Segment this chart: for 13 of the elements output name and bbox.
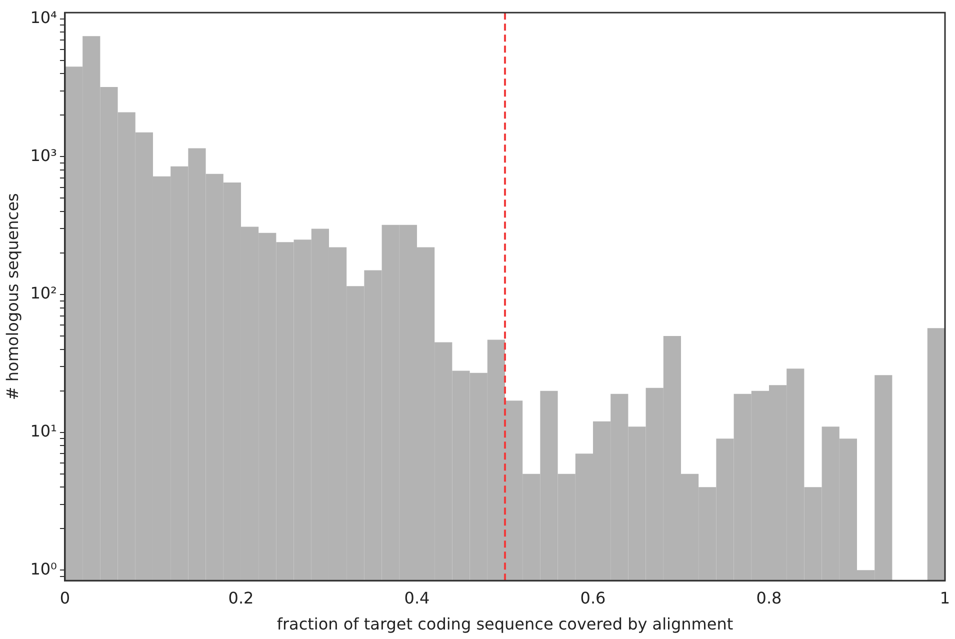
- y-tick-label: 10³: [30, 146, 57, 165]
- y-tick-label: 10⁰: [30, 559, 57, 578]
- x-axis-title: fraction of target coding sequence covered by alignment: [276, 614, 734, 634]
- x-tick-label: 0.8: [756, 588, 782, 608]
- x-tick-label: 0.2: [228, 588, 254, 608]
- y-tick-label: 10²: [30, 284, 57, 303]
- x-tick-label: 0.6: [580, 588, 606, 608]
- y-tick-label: 10⁴: [30, 8, 57, 28]
- x-tick-label: 1: [940, 588, 950, 608]
- y-axis-title: # homologous sequences: [2, 193, 22, 400]
- x-tick-label: 0: [60, 588, 70, 608]
- y-tick-label: 10¹: [30, 421, 57, 440]
- x-tick-label: 0.4: [404, 588, 430, 608]
